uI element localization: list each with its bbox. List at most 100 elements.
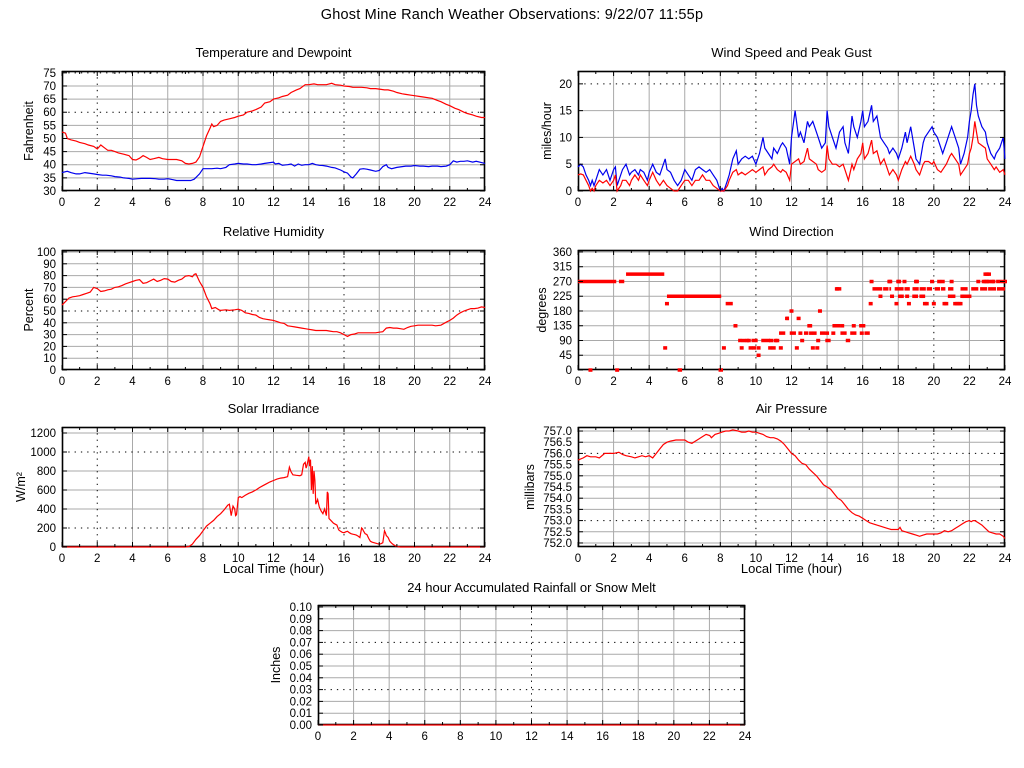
svg-text:6: 6 xyxy=(165,197,171,209)
svg-text:270: 270 xyxy=(553,276,572,288)
svg-text:14: 14 xyxy=(302,376,315,388)
svg-text:200: 200 xyxy=(37,523,56,535)
svg-text:75: 75 xyxy=(43,68,56,80)
svg-text:600: 600 xyxy=(37,485,56,497)
svg-text:0: 0 xyxy=(575,197,581,209)
svg-text:24: 24 xyxy=(999,376,1012,388)
svg-text:18: 18 xyxy=(373,197,386,209)
svg-text:752.5: 752.5 xyxy=(543,527,572,539)
svg-text:0.00: 0.00 xyxy=(290,720,312,732)
svg-text:18: 18 xyxy=(892,553,905,565)
svg-text:20: 20 xyxy=(43,341,56,353)
svg-text:90: 90 xyxy=(43,259,56,271)
svg-text:4: 4 xyxy=(129,376,136,388)
svg-text:2: 2 xyxy=(610,553,616,565)
air-pressure-plot: 0 2 4 6 8 10 12 14 16 18 20 22 24752.0752.5753.0753.… xyxy=(543,426,1012,565)
rainfall-chart-title: 24 hour Accumulated Rainfall or Snow Mel… xyxy=(407,580,656,595)
svg-text:20: 20 xyxy=(408,197,421,209)
svg-text:45: 45 xyxy=(559,350,572,362)
svg-text:0: 0 xyxy=(575,553,581,565)
rainfall-plot: 0 2 4 6 8 10 12 14 16 18 20 22 240.000.010.020.030.0… xyxy=(290,602,752,743)
svg-text:20: 20 xyxy=(927,197,940,209)
svg-text:2: 2 xyxy=(350,731,356,743)
svg-text:2: 2 xyxy=(610,376,616,388)
svg-text:400: 400 xyxy=(37,504,56,516)
svg-text:70: 70 xyxy=(43,282,56,294)
svg-text:16: 16 xyxy=(596,731,609,743)
svg-text:1200: 1200 xyxy=(30,428,56,440)
svg-text:18: 18 xyxy=(892,376,905,388)
svg-text:4: 4 xyxy=(129,197,136,209)
svg-text:22: 22 xyxy=(963,197,976,209)
wind-speed-chart-title: Wind Speed and Peak Gust xyxy=(711,45,872,60)
svg-text:24: 24 xyxy=(999,553,1012,565)
pressure-y-axis-label: millibars xyxy=(523,464,537,510)
svg-text:0: 0 xyxy=(575,376,581,388)
svg-text:8: 8 xyxy=(200,553,206,565)
svg-text:754.0: 754.0 xyxy=(543,493,572,505)
pressure-x-axis-label: Local Time (hour) xyxy=(740,561,843,576)
svg-text:0: 0 xyxy=(566,365,572,377)
svg-text:65: 65 xyxy=(43,94,56,106)
svg-text:315: 315 xyxy=(553,262,572,274)
svg-text:14: 14 xyxy=(561,731,574,743)
svg-text:8: 8 xyxy=(457,731,463,743)
svg-text:20: 20 xyxy=(927,376,940,388)
solar-y-axis-label: W/m² xyxy=(14,472,28,502)
svg-text:12: 12 xyxy=(267,553,280,565)
svg-text:6: 6 xyxy=(682,197,688,209)
svg-text:1000: 1000 xyxy=(30,447,56,459)
svg-text:10: 10 xyxy=(43,353,56,365)
svg-text:50: 50 xyxy=(43,133,56,145)
svg-text:24: 24 xyxy=(479,376,492,388)
svg-text:22: 22 xyxy=(443,376,456,388)
svg-text:10: 10 xyxy=(490,731,503,743)
svg-text:100: 100 xyxy=(37,247,56,259)
svg-text:360: 360 xyxy=(553,247,572,259)
solar-x-axis-label: Local Time (hour) xyxy=(222,561,325,576)
svg-text:0: 0 xyxy=(315,731,321,743)
svg-text:180: 180 xyxy=(553,306,572,318)
svg-text:55: 55 xyxy=(43,120,56,132)
svg-text:16: 16 xyxy=(338,376,351,388)
svg-text:18: 18 xyxy=(632,731,645,743)
svg-text:0.08: 0.08 xyxy=(290,626,312,638)
svg-text:14: 14 xyxy=(821,376,834,388)
svg-text:18: 18 xyxy=(892,197,905,209)
humidity-chart-title: Relative Humidity xyxy=(222,224,325,239)
svg-text:6: 6 xyxy=(165,553,171,565)
svg-text:16: 16 xyxy=(338,197,351,209)
svg-text:10: 10 xyxy=(750,553,763,565)
svg-text:4: 4 xyxy=(646,197,653,209)
svg-text:40: 40 xyxy=(43,160,56,172)
svg-text:70: 70 xyxy=(43,81,56,93)
wind-direction-y-axis-label: degrees xyxy=(535,287,549,333)
svg-text:16: 16 xyxy=(856,553,869,565)
svg-text:22: 22 xyxy=(443,553,456,565)
svg-text:0.01: 0.01 xyxy=(290,708,312,720)
svg-text:0.04: 0.04 xyxy=(290,673,313,685)
svg-text:756.0: 756.0 xyxy=(543,448,572,460)
svg-text:0.10: 0.10 xyxy=(290,602,312,614)
svg-text:0.09: 0.09 xyxy=(290,614,312,626)
svg-text:4: 4 xyxy=(646,553,653,565)
svg-text:20: 20 xyxy=(408,376,421,388)
svg-text:4: 4 xyxy=(386,731,393,743)
svg-text:0.06: 0.06 xyxy=(290,649,312,661)
svg-text:6: 6 xyxy=(682,553,688,565)
svg-text:0: 0 xyxy=(50,542,56,554)
temperature-chart-title: Temperature and Dewpoint xyxy=(195,45,352,60)
svg-text:10: 10 xyxy=(232,553,245,565)
temperature-dewpoint-plot: 0 2 4 6 8 10 12 14 16 18 20 22 243035404550556065707… xyxy=(43,68,492,209)
svg-text:0.05: 0.05 xyxy=(290,661,312,673)
page-title: Ghost Mine Ranch Weather Observations: 9… xyxy=(320,7,704,23)
svg-text:0.02: 0.02 xyxy=(290,696,312,708)
svg-text:12: 12 xyxy=(525,731,538,743)
svg-text:12: 12 xyxy=(267,376,280,388)
svg-text:0: 0 xyxy=(59,553,65,565)
svg-text:0.07: 0.07 xyxy=(290,637,312,649)
svg-text:754.5: 754.5 xyxy=(543,482,572,494)
svg-text:20: 20 xyxy=(408,553,421,565)
svg-text:90: 90 xyxy=(559,335,572,347)
